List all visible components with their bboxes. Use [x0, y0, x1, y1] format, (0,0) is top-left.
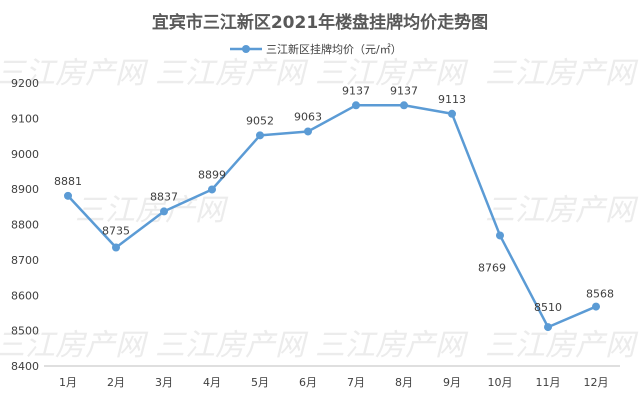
- data-point: [496, 231, 504, 240]
- data-label: 9063: [294, 110, 322, 123]
- watermark-text: 三江房产网: [485, 193, 639, 228]
- data-label: 9052: [246, 114, 274, 127]
- chart-title: 宜宾市三江新区2021年楼盘挂牌均价走势图: [152, 12, 488, 33]
- series-line: [67, 104, 597, 329]
- legend: 三江新区挂牌均价（元/㎡）: [230, 42, 402, 56]
- watermark-text: 三江房产网: [75, 193, 229, 228]
- data-label: 8769: [478, 261, 506, 274]
- watermark-text: 三江房产网: [485, 56, 639, 91]
- x-tick-label: 7月: [347, 376, 365, 389]
- watermark-text: 三江房产网: [0, 56, 149, 91]
- y-tick-label: 9100: [11, 112, 39, 125]
- data-label: 8568: [586, 288, 614, 301]
- x-axis: 1月 2月 3月 4月 5月 6月 7月 8月 9月 10月 11月 12月: [44, 365, 620, 389]
- x-tick-label: 2月: [107, 376, 125, 389]
- x-tick-label: 10月: [488, 376, 513, 389]
- data-label: 8881: [54, 175, 82, 188]
- x-tick-label: 3月: [155, 376, 173, 389]
- data-point: [544, 323, 552, 332]
- data-label: 8899: [198, 168, 226, 181]
- data-label: 8837: [150, 190, 178, 203]
- data-point: [112, 243, 120, 252]
- data-label: 8735: [102, 224, 130, 237]
- x-tick-label: 4月: [203, 376, 221, 389]
- y-tick-label: 9200: [11, 77, 39, 90]
- x-tick-label: 11月: [536, 376, 561, 389]
- legend-label: 三江新区挂牌均价（元/㎡）: [266, 42, 402, 56]
- y-tick-label: 8700: [11, 254, 39, 267]
- x-tick-label: 12月: [584, 376, 609, 389]
- watermark-text: 三江房产网: [0, 328, 149, 363]
- data-point: [256, 131, 264, 140]
- x-tick-label: 5月: [251, 376, 269, 389]
- y-tick-label: 8400: [11, 360, 39, 373]
- watermark-text: 三江房产网: [315, 56, 469, 91]
- y-axis: 8400 8500 8600 8700 8800 8900 9000 9100 9200: [11, 77, 39, 373]
- y-tick-label: 8900: [11, 183, 39, 196]
- data-point: [400, 101, 408, 110]
- y-tick-label: 8600: [11, 289, 39, 302]
- legend-point-marker: [242, 45, 250, 53]
- x-tick-label: 9月: [443, 376, 461, 389]
- series-price: 8881 8735 8837 8899 9052 9063 9137 9137 9113 8769…: [54, 84, 614, 332]
- y-tick-label: 9000: [11, 148, 39, 161]
- data-point: [160, 207, 168, 216]
- data-point: [448, 109, 456, 118]
- data-label: 9137: [390, 84, 418, 97]
- watermark-text: 三江房产网: [155, 328, 309, 363]
- y-tick-label: 8500: [11, 325, 39, 338]
- watermark-text: 三江房产网: [485, 328, 639, 363]
- x-tick-label: 8月: [395, 376, 413, 389]
- data-label: 8510: [534, 301, 562, 314]
- watermark-text: 三江房产网: [155, 56, 309, 91]
- data-label: 9137: [342, 84, 370, 97]
- y-tick-label: 8800: [11, 219, 39, 232]
- data-point: [64, 191, 72, 200]
- data-label: 9113: [438, 93, 466, 106]
- watermark-text: 三江房产网: [315, 328, 469, 363]
- data-point: [352, 101, 360, 110]
- data-point: [208, 185, 216, 194]
- x-tick-label: 1月: [59, 376, 77, 389]
- x-tick-label: 6月: [299, 376, 317, 389]
- data-point: [592, 302, 600, 311]
- data-point: [304, 127, 312, 136]
